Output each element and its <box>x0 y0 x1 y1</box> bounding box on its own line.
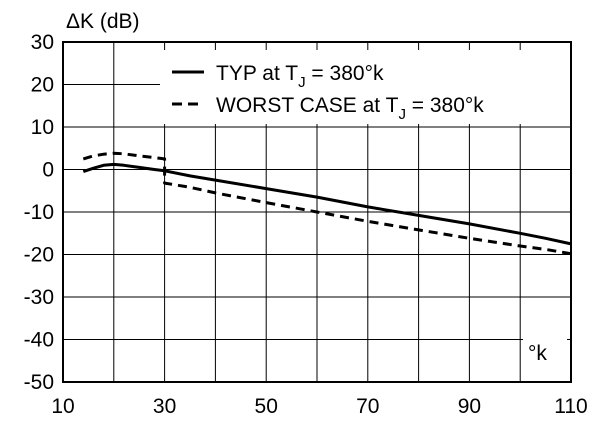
legend-background <box>160 50 570 124</box>
legend: TYP at TJ = 380°k WORST CASE at TJ = 380… <box>160 50 570 124</box>
series-line-typ <box>82 162 572 246</box>
y-tick-label: -10 <box>24 201 54 224</box>
y-tick-label: -40 <box>24 329 54 352</box>
y-tick-label: 10 <box>31 116 54 139</box>
legend-entry-typ: TYP at TJ = 380°k <box>216 62 384 91</box>
x-tick-label: 110 <box>554 395 587 418</box>
legend-entry-worst-case: WORST CASE at TJ = 380°k <box>216 94 484 123</box>
y-tick-label: 0 <box>42 159 54 182</box>
y-tick-label: 30 <box>31 31 54 54</box>
series-line-worst-case <box>82 151 572 256</box>
x-axis-unit-label: °k <box>528 342 547 365</box>
x-tick-label: 70 <box>356 395 379 418</box>
x-tick-label: 30 <box>153 395 176 418</box>
series-lines <box>82 151 572 256</box>
y-tick-label: 20 <box>31 74 54 97</box>
y-tick-label: -20 <box>24 244 54 267</box>
y-tick-label: -30 <box>24 286 54 309</box>
y-axis-label: ΔK (dB) <box>66 10 140 33</box>
x-tick-label: 50 <box>255 395 278 418</box>
x-tick-label: 90 <box>458 395 481 418</box>
plot-unit-box <box>523 336 567 370</box>
plot-frame <box>62 41 572 383</box>
x-tick-label: 10 <box>51 395 74 418</box>
y-tick-label: -50 <box>24 371 54 394</box>
